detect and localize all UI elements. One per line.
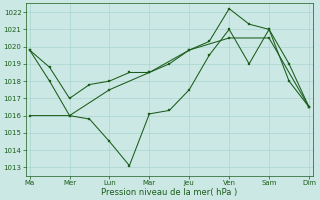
X-axis label: Pression niveau de la mer( hPa ): Pression niveau de la mer( hPa ): [101, 188, 237, 197]
